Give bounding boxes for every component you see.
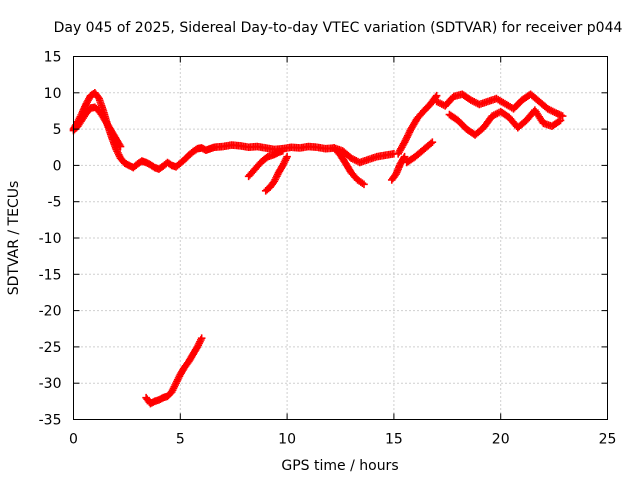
data-point	[283, 152, 291, 161]
series-track-drop-15h	[387, 152, 409, 184]
y-tick-label: -35	[39, 413, 62, 429]
chart-title: Day 045 of 2025, Sidereal Day-to-day VTE…	[54, 20, 623, 36]
y-tick-label: -15	[39, 267, 62, 283]
data-point	[556, 116, 565, 125]
series-track-mid-day	[210, 141, 398, 167]
y-tick-label: -5	[48, 195, 62, 211]
x-tick-label: 15	[385, 432, 403, 448]
y-tick-label: 10	[44, 86, 62, 102]
data-point	[279, 147, 287, 155]
x-tick-label: 10	[278, 432, 296, 448]
y-tick-label: 0	[53, 158, 62, 174]
data-point	[400, 152, 409, 161]
data-point	[197, 334, 206, 342]
y-axis-label: SDTVAR / TECUs	[6, 181, 22, 296]
series-track-dip-9h	[244, 147, 287, 181]
data-series	[69, 89, 567, 408]
grid	[73, 56, 608, 420]
series-track-late-rise	[402, 138, 437, 167]
y-tick-label: 15	[44, 50, 62, 66]
y-tick-label: -25	[39, 340, 62, 356]
series-track-negative-arc	[142, 334, 206, 408]
data-point	[432, 91, 441, 100]
y-tick-label: 5	[53, 122, 62, 138]
x-tick-label: 25	[599, 432, 617, 448]
data-point	[428, 138, 437, 146]
y-tick-label: -20	[39, 304, 62, 320]
series-track-drop-12h	[330, 144, 368, 189]
x-tick-label: 5	[176, 432, 185, 448]
data-point	[116, 142, 125, 151]
series-track-rise-16h	[394, 91, 441, 158]
series-track-lower-late	[445, 106, 565, 139]
series-track-lower-early	[69, 103, 125, 151]
x-axis-label: GPS time / hours	[281, 458, 398, 474]
y-tick-label: -30	[39, 376, 62, 392]
x-tick-label: 20	[492, 432, 510, 448]
data-point	[558, 112, 567, 120]
x-tick-label: 0	[69, 432, 78, 448]
axis-ticks: 0 5 10 15 20 25 15 10 5 0 -5 -10 -15 -20 -25 -30 -35	[39, 50, 617, 448]
series-track-upper-late	[432, 90, 567, 120]
series-track-dip-9h-b	[261, 152, 291, 195]
y-tick-label: -10	[39, 231, 62, 247]
series-track-main-early	[69, 89, 219, 173]
data-point	[360, 180, 368, 189]
